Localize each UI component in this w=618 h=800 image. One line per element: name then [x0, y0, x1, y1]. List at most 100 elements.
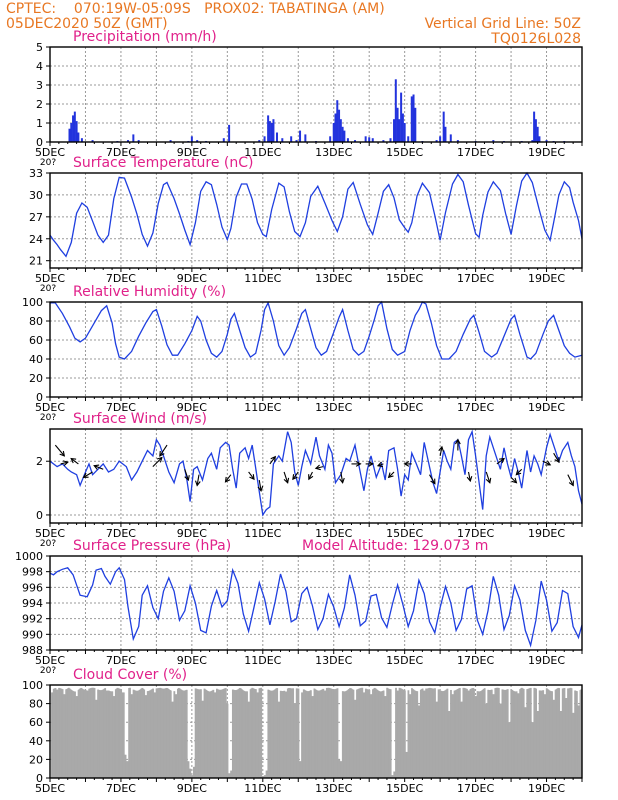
x-date-label: 17DEC: [457, 146, 494, 159]
precip-bar: [190, 136, 193, 142]
x-date-label: 13DEC: [315, 272, 352, 285]
wind-arrow: [485, 471, 491, 483]
x-date-label: 17DEC: [457, 272, 494, 285]
precip-bar: [339, 119, 342, 142]
precip-bar: [412, 94, 415, 142]
x-date-label: 5DEC: [35, 401, 65, 414]
y-tick-label: 100: [22, 296, 43, 309]
wind-arrow: [248, 471, 255, 480]
x-date-label: 19DEC: [528, 401, 565, 414]
header-grid-line-note: Vertical Grid Line: 50Z: [424, 16, 581, 32]
wind-arrow: [54, 444, 65, 457]
precip-bar: [332, 123, 335, 142]
x-date-label: 13DEC: [315, 146, 352, 159]
wind-arrow: [429, 474, 436, 484]
y-tick-label: 992: [22, 613, 43, 626]
precip-bar: [263, 136, 266, 142]
wind-arrowhead: [249, 474, 255, 481]
precip-bar: [414, 107, 417, 142]
wind-arrowhead: [368, 461, 375, 467]
wind-arrow: [70, 458, 79, 465]
wind-arrowhead: [292, 474, 298, 481]
y-tick-label: 2: [36, 455, 43, 468]
precip-bar: [77, 132, 80, 142]
wind-arrow: [439, 446, 443, 456]
x-date-label: 5DEC: [35, 146, 65, 159]
wind-arrow: [83, 471, 93, 478]
precip-bar: [268, 121, 271, 142]
cloud-bar: [389, 689, 392, 778]
wind-arrow: [542, 460, 551, 466]
y-tick-label: 998: [22, 566, 43, 579]
wind-arrow: [510, 476, 517, 484]
wind-arrow: [93, 465, 104, 470]
x-date-label: 11DEC: [244, 527, 281, 540]
precip-bar: [132, 134, 135, 142]
y-tick-label: 0: [36, 509, 43, 522]
precip-bar: [196, 140, 199, 142]
precip-bar: [127, 140, 130, 142]
x-date-label: 13DEC: [315, 401, 352, 414]
y-tick-label: 40: [29, 735, 43, 748]
panel-title: Relative Humidity (%): [73, 284, 226, 300]
x-year-label-cut: 20?: [40, 413, 56, 423]
y-tick-label: 0: [36, 136, 43, 149]
x-year-label-cut: 20?: [40, 666, 56, 676]
precip-bar: [290, 136, 293, 142]
x-date-label: 15DEC: [386, 272, 423, 285]
cloud-bar: [297, 688, 300, 778]
precip-bar: [403, 123, 406, 142]
precip-bar: [492, 140, 495, 142]
wind-arrowhead: [438, 445, 444, 452]
precip-bar: [270, 123, 273, 142]
wind-arrow: [340, 471, 344, 483]
x-date-label: 17DEC: [457, 782, 494, 795]
precip-bar: [299, 130, 302, 142]
precip-bar: [398, 119, 401, 142]
x-date-label: 11DEC: [244, 782, 281, 795]
header-model-code: TQ0126L028: [491, 31, 581, 47]
x-date-label: 5DEC: [35, 654, 65, 667]
x-date-label: 11DEC: [244, 401, 281, 414]
precip-bar: [394, 79, 397, 142]
panel-title: Surface Pressure (hPa): [73, 538, 231, 554]
x-date-label: 13DEC: [315, 782, 352, 795]
y-tick-label: 30: [29, 189, 43, 202]
cloud-bar: [336, 688, 339, 778]
x-date-label: 17DEC: [457, 654, 494, 667]
x-date-label: 7DEC: [106, 654, 136, 667]
cloud-bar: [403, 690, 406, 778]
x-year-label-cut: 20?: [40, 539, 56, 549]
y-tick-label: 33: [29, 167, 43, 180]
wind-arrow: [269, 456, 276, 465]
x-date-label: 5DEC: [35, 527, 65, 540]
wind-arrow: [308, 471, 313, 480]
y-tick-label: 27: [29, 211, 43, 224]
precip-bar: [346, 138, 349, 142]
precip-bar: [329, 136, 332, 142]
precip-bar: [68, 128, 71, 142]
x-date-label: 5DEC: [35, 272, 65, 285]
wind-arrowhead: [308, 474, 314, 481]
x-date-label: 19DEC: [528, 527, 565, 540]
wind-arrow: [258, 479, 262, 491]
precip-bar: [295, 140, 298, 142]
precip-bar: [400, 92, 403, 142]
header-datetime: 05DEC2020 50Z (GMT): [6, 16, 168, 32]
precip-bar: [439, 136, 442, 142]
panel-title: Cloud Cover (%): [73, 667, 187, 683]
y-tick-label: 100: [22, 679, 43, 692]
x-date-label: 7DEC: [106, 782, 136, 795]
precip-bar: [396, 107, 399, 142]
cloud-bar: [226, 703, 229, 778]
precip-bar: [137, 140, 140, 142]
y-tick-label: 5: [36, 41, 43, 54]
precip-bar: [382, 140, 385, 142]
y-tick-label: 80: [29, 315, 43, 328]
cloud-bar: [122, 692, 125, 778]
precip-bar: [435, 140, 438, 142]
y-tick-label: 24: [29, 233, 43, 246]
x-date-label: 15DEC: [386, 654, 423, 667]
x-date-label: 9DEC: [177, 146, 207, 159]
panel-precipitation-mmh: 0 1 2 3 4 5 Precipitation (mm/h) 5DEC 7DEC 9DEC 11…: [35, 29, 583, 168]
